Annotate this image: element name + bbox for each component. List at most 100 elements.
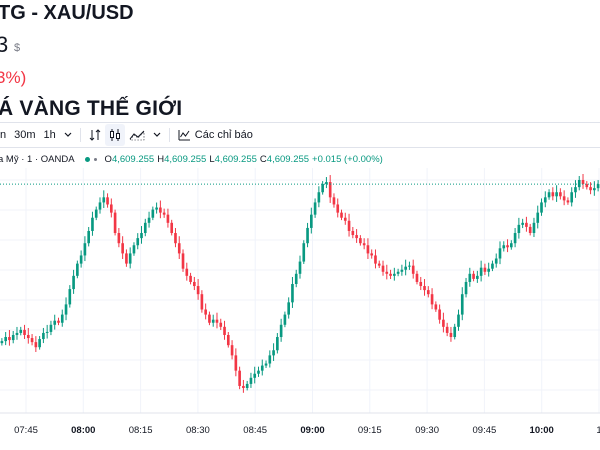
indicators-button[interactable]: Các chỉ báo [174, 124, 257, 146]
candle-body [185, 268, 189, 276]
candle-body [434, 304, 438, 310]
legend-low-label: L [209, 153, 215, 165]
candle-body [377, 263, 381, 266]
candle-body [94, 209, 98, 218]
candle-body [298, 261, 302, 274]
candle-body [204, 309, 207, 315]
candle-body [585, 184, 589, 188]
candle-body [393, 273, 396, 276]
candle-body [155, 207, 158, 210]
compare-icon [89, 129, 101, 141]
chart-style-candles-button[interactable] [104, 124, 125, 146]
x-tick-label: 09:30 [415, 425, 439, 436]
candle-body [272, 350, 275, 356]
candle-body [64, 304, 68, 315]
indicators-label: Các chỉ báo [194, 129, 253, 141]
candle-body [325, 182, 328, 185]
candle-body [400, 269, 404, 272]
interval-1h-button[interactable]: 1h [43, 129, 56, 141]
candle-body [532, 222, 536, 234]
candle-body [11, 334, 15, 341]
candle-body [170, 222, 174, 234]
x-tick-label: 09:15 [358, 425, 382, 436]
candle-body [121, 243, 124, 254]
interval-partial-button[interactable]: n [0, 129, 7, 141]
candle-body [19, 329, 23, 333]
area-chart-icon [129, 130, 145, 141]
section-title: Á VÀNG THẾ GIỚI [0, 97, 183, 120]
interval-30m-button[interactable]: 30m [14, 129, 36, 141]
candle-body [226, 334, 230, 346]
candle-body [574, 187, 577, 193]
candle-body [189, 275, 192, 282]
legend-high-value: 4,609.255 [164, 153, 207, 165]
candle-body [279, 324, 283, 338]
candle-body [260, 365, 264, 371]
candle-body [332, 197, 336, 205]
candles-icon [109, 129, 120, 141]
chart-style-area-button[interactable] [125, 124, 149, 146]
candle-body [223, 326, 226, 335]
candle-body [562, 196, 566, 201]
candle-body [23, 329, 26, 335]
candlestick-chart[interactable]: 07:45 08:00 08:15 08:30 08:45 09:00 09:15 09:30… [0, 168, 600, 450]
candle-body [310, 214, 313, 228]
candle-body [30, 338, 34, 343]
candle-body [26, 334, 30, 339]
candle-body [559, 192, 562, 197]
candle-body [547, 192, 551, 198]
x-tick-label: 09:45 [473, 425, 497, 436]
candle-body [468, 273, 472, 282]
candle-body [362, 243, 366, 246]
candle-body [543, 197, 547, 203]
candle-body [34, 342, 38, 348]
candle-body [351, 230, 355, 236]
candle-body [53, 320, 57, 325]
candle-body [502, 245, 506, 249]
candle-body [510, 243, 513, 248]
legend-close-label: C [259, 153, 267, 165]
candle-body [355, 235, 358, 239]
candle-body [147, 217, 151, 223]
candle-body [321, 184, 324, 193]
candle-body [8, 337, 11, 341]
legend-low-value: 4,609.255 [214, 153, 257, 165]
candle-body [415, 273, 419, 282]
candle-body [125, 253, 128, 264]
legend-change: +0.015 (+0.00%) [312, 153, 383, 165]
market-open-dot [84, 156, 90, 162]
candle-body [430, 294, 434, 305]
candle-body [294, 273, 298, 284]
candle-body [517, 224, 521, 234]
candle-body [445, 326, 449, 333]
candle-body [460, 294, 464, 315]
x-tick-label: 08:30 [186, 425, 210, 436]
candle-body [291, 284, 294, 303]
candle-body [117, 233, 121, 244]
candle-body [143, 222, 147, 234]
candle-body [215, 319, 219, 323]
candle-body [385, 271, 389, 274]
x-tick-label: 1 [596, 425, 600, 436]
candle-body [98, 202, 102, 210]
candle-body [581, 180, 585, 185]
candle-body [181, 253, 185, 269]
candle-body [494, 258, 498, 264]
chart-style-dropdown[interactable] [149, 124, 165, 146]
chart-toolbar: n 30m 1h Các chỉ báo [0, 122, 600, 148]
interval-dropdown[interactable] [60, 124, 76, 146]
candle-body [159, 207, 162, 213]
candle-body [38, 339, 41, 348]
candle-body [72, 275, 75, 290]
compare-button[interactable] [85, 124, 105, 146]
candle-body [506, 245, 509, 248]
candle-body [313, 202, 317, 215]
candle-body [242, 385, 245, 388]
candle-body [453, 326, 457, 338]
candle-body [442, 319, 445, 327]
candle-body [438, 309, 441, 320]
candle-body [193, 281, 196, 287]
candle-body [472, 273, 475, 279]
candle-body [283, 314, 287, 325]
candle-body [132, 245, 136, 254]
